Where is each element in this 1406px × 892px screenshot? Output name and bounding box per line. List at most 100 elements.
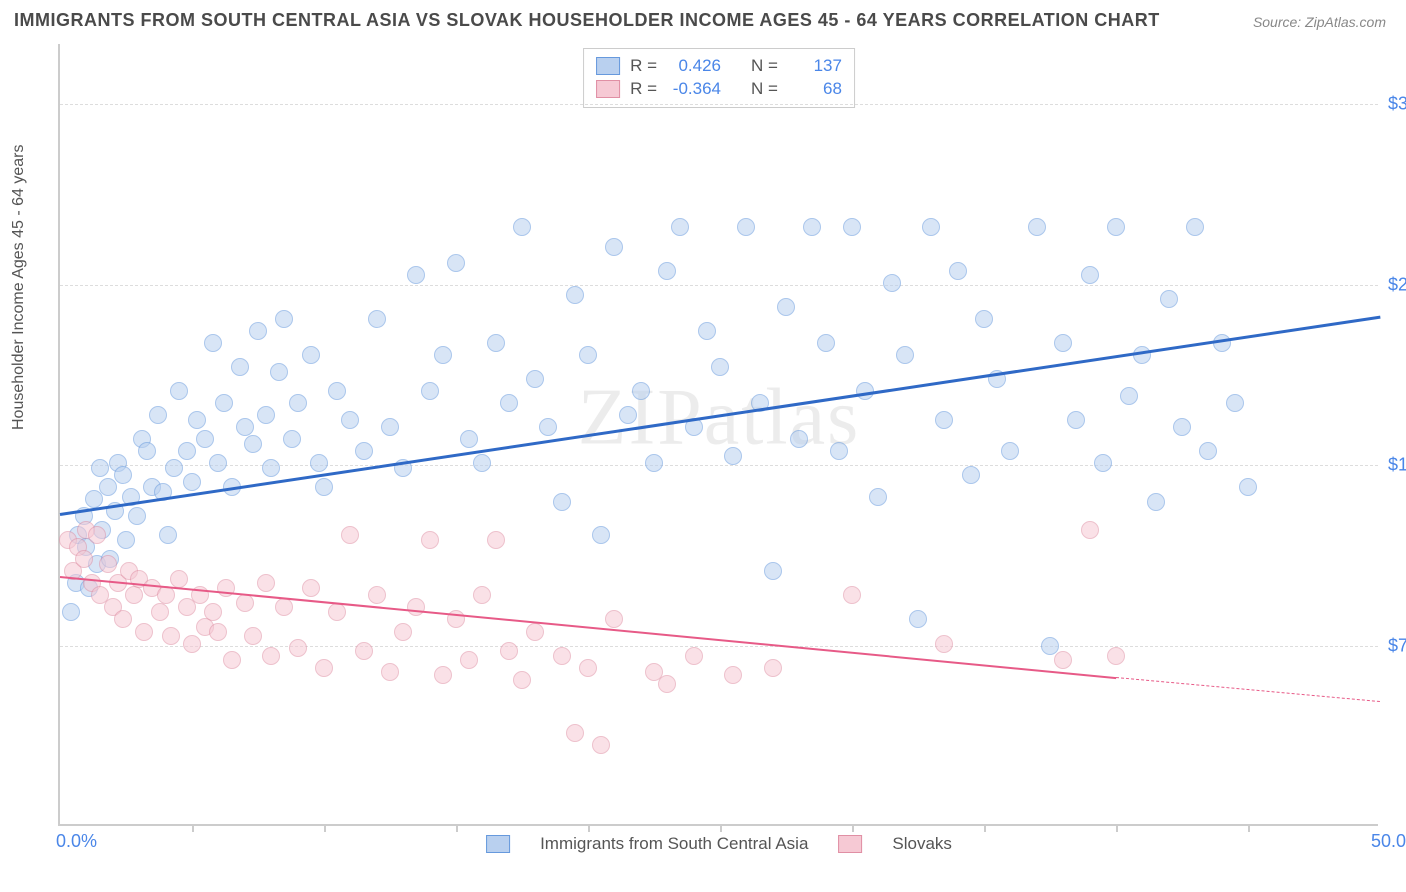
x-tick <box>1116 824 1118 832</box>
data-point <box>764 659 782 677</box>
x-tick <box>192 824 194 832</box>
data-point <box>1054 651 1072 669</box>
y-tick-label: $225,000 <box>1380 274 1406 295</box>
data-point <box>830 442 848 460</box>
data-point <box>843 586 861 604</box>
data-point <box>434 346 452 364</box>
data-point <box>460 651 478 669</box>
data-point <box>355 442 373 460</box>
data-point <box>764 562 782 580</box>
swatch-series-2 <box>596 80 620 98</box>
swatch-series-1 <box>596 57 620 75</box>
data-point <box>803 218 821 236</box>
data-point <box>262 459 280 477</box>
data-point <box>513 671 531 689</box>
legend-row-series-2: R = -0.364 N = 68 <box>596 78 842 101</box>
data-point <box>566 286 584 304</box>
data-point <box>394 623 412 641</box>
r-value-2: -0.364 <box>667 78 721 101</box>
data-point <box>1160 290 1178 308</box>
trendline <box>1116 677 1380 702</box>
data-point <box>188 411 206 429</box>
data-point <box>658 262 676 280</box>
data-point <box>1173 418 1191 436</box>
data-point <box>236 418 254 436</box>
data-point <box>724 447 742 465</box>
x-tick <box>720 824 722 832</box>
data-point <box>157 586 175 604</box>
n-value-2: 68 <box>788 78 842 101</box>
data-point <box>170 382 188 400</box>
data-point <box>1067 411 1085 429</box>
data-point <box>1239 478 1257 496</box>
data-point <box>1041 637 1059 655</box>
data-point <box>289 639 307 657</box>
data-point <box>88 526 106 544</box>
x-tick <box>984 824 986 832</box>
data-point <box>209 623 227 641</box>
data-point <box>790 430 808 448</box>
data-point <box>1001 442 1019 460</box>
data-point <box>1054 334 1072 352</box>
data-point <box>460 430 478 448</box>
y-tick-label: $75,000 <box>1380 635 1406 656</box>
x-tick <box>588 824 590 832</box>
data-point <box>183 635 201 653</box>
data-point <box>1147 493 1165 511</box>
data-point <box>487 334 505 352</box>
swatch-bottom-2 <box>838 835 862 853</box>
data-point <box>817 334 835 352</box>
data-point <box>1226 394 1244 412</box>
data-point <box>421 531 439 549</box>
data-point <box>62 603 80 621</box>
r-label: R = <box>630 55 657 78</box>
data-point <box>909 610 927 628</box>
data-point <box>275 310 293 328</box>
data-point <box>355 642 373 660</box>
data-point <box>447 254 465 272</box>
data-point <box>368 586 386 604</box>
data-point <box>244 627 262 645</box>
data-point <box>99 555 117 573</box>
data-point <box>204 334 222 352</box>
data-point <box>99 478 117 496</box>
data-point <box>619 406 637 424</box>
r-value-1: 0.426 <box>667 55 721 78</box>
data-point <box>328 603 346 621</box>
correlation-legend: R = 0.426 N = 137 R = -0.364 N = 68 <box>583 48 855 108</box>
data-point <box>1186 218 1204 236</box>
data-point <box>75 550 93 568</box>
data-point <box>526 370 544 388</box>
x-tick <box>1248 824 1250 832</box>
data-point <box>196 430 214 448</box>
data-point <box>685 647 703 665</box>
data-point <box>223 651 241 669</box>
data-point <box>711 358 729 376</box>
n-label: N = <box>751 78 778 101</box>
data-point <box>1199 442 1217 460</box>
data-point <box>698 322 716 340</box>
data-point <box>302 579 320 597</box>
data-point <box>135 623 153 641</box>
data-point <box>1094 454 1112 472</box>
data-point <box>487 531 505 549</box>
gridline-h <box>60 646 1378 647</box>
source-label: Source: ZipAtlas.com <box>1253 14 1386 30</box>
data-point <box>539 418 557 436</box>
data-point <box>645 454 663 472</box>
legend-label-1: Immigrants from South Central Asia <box>540 834 808 854</box>
data-point <box>896 346 914 364</box>
data-point <box>473 454 491 472</box>
data-point <box>289 394 307 412</box>
data-point <box>315 478 333 496</box>
data-point <box>302 346 320 364</box>
y-tick-label: $300,000 <box>1380 94 1406 115</box>
data-point <box>178 442 196 460</box>
x-tick <box>324 824 326 832</box>
data-point <box>91 459 109 477</box>
swatch-bottom-1 <box>486 835 510 853</box>
data-point <box>114 610 132 628</box>
data-point <box>513 218 531 236</box>
data-point <box>1081 266 1099 284</box>
data-point <box>159 526 177 544</box>
